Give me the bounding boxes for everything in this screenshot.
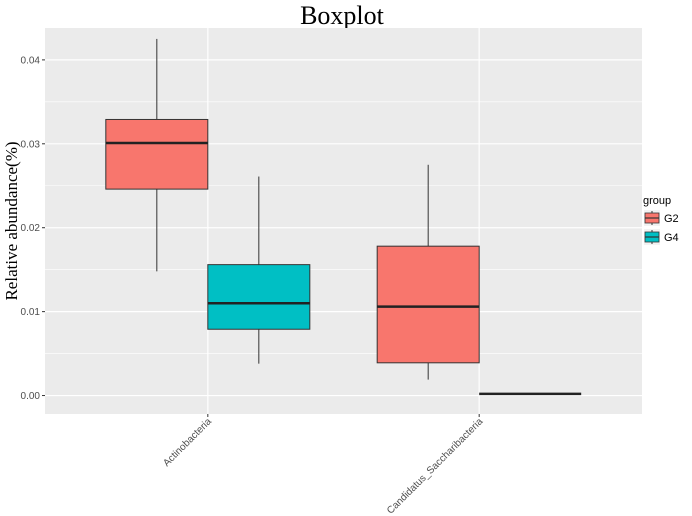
legend-label: G2 [664,213,679,225]
y-tick-label: 0.02 [21,223,41,234]
chart-title: Boxplot [300,1,385,30]
y-tick-label: 0.04 [21,55,41,66]
y-tick-label: 0.00 [21,391,41,402]
y-tick-label: 0.01 [21,307,41,318]
legend-label: G4 [664,232,679,244]
y-tick-label: 0.03 [21,139,41,150]
box-G2 [105,118,209,190]
plot-panel [45,28,642,414]
box-G4 [207,264,311,330]
x-tick-label: Candidatus_Saccharibacteria [385,416,485,516]
legend: group G2 G4 [643,195,679,245]
legend-title: group [643,195,671,207]
y-axis-label: Relative abundance(%) [2,141,21,300]
box-G2 [376,245,480,364]
x-tick-label: Actinobacteria [161,416,214,469]
